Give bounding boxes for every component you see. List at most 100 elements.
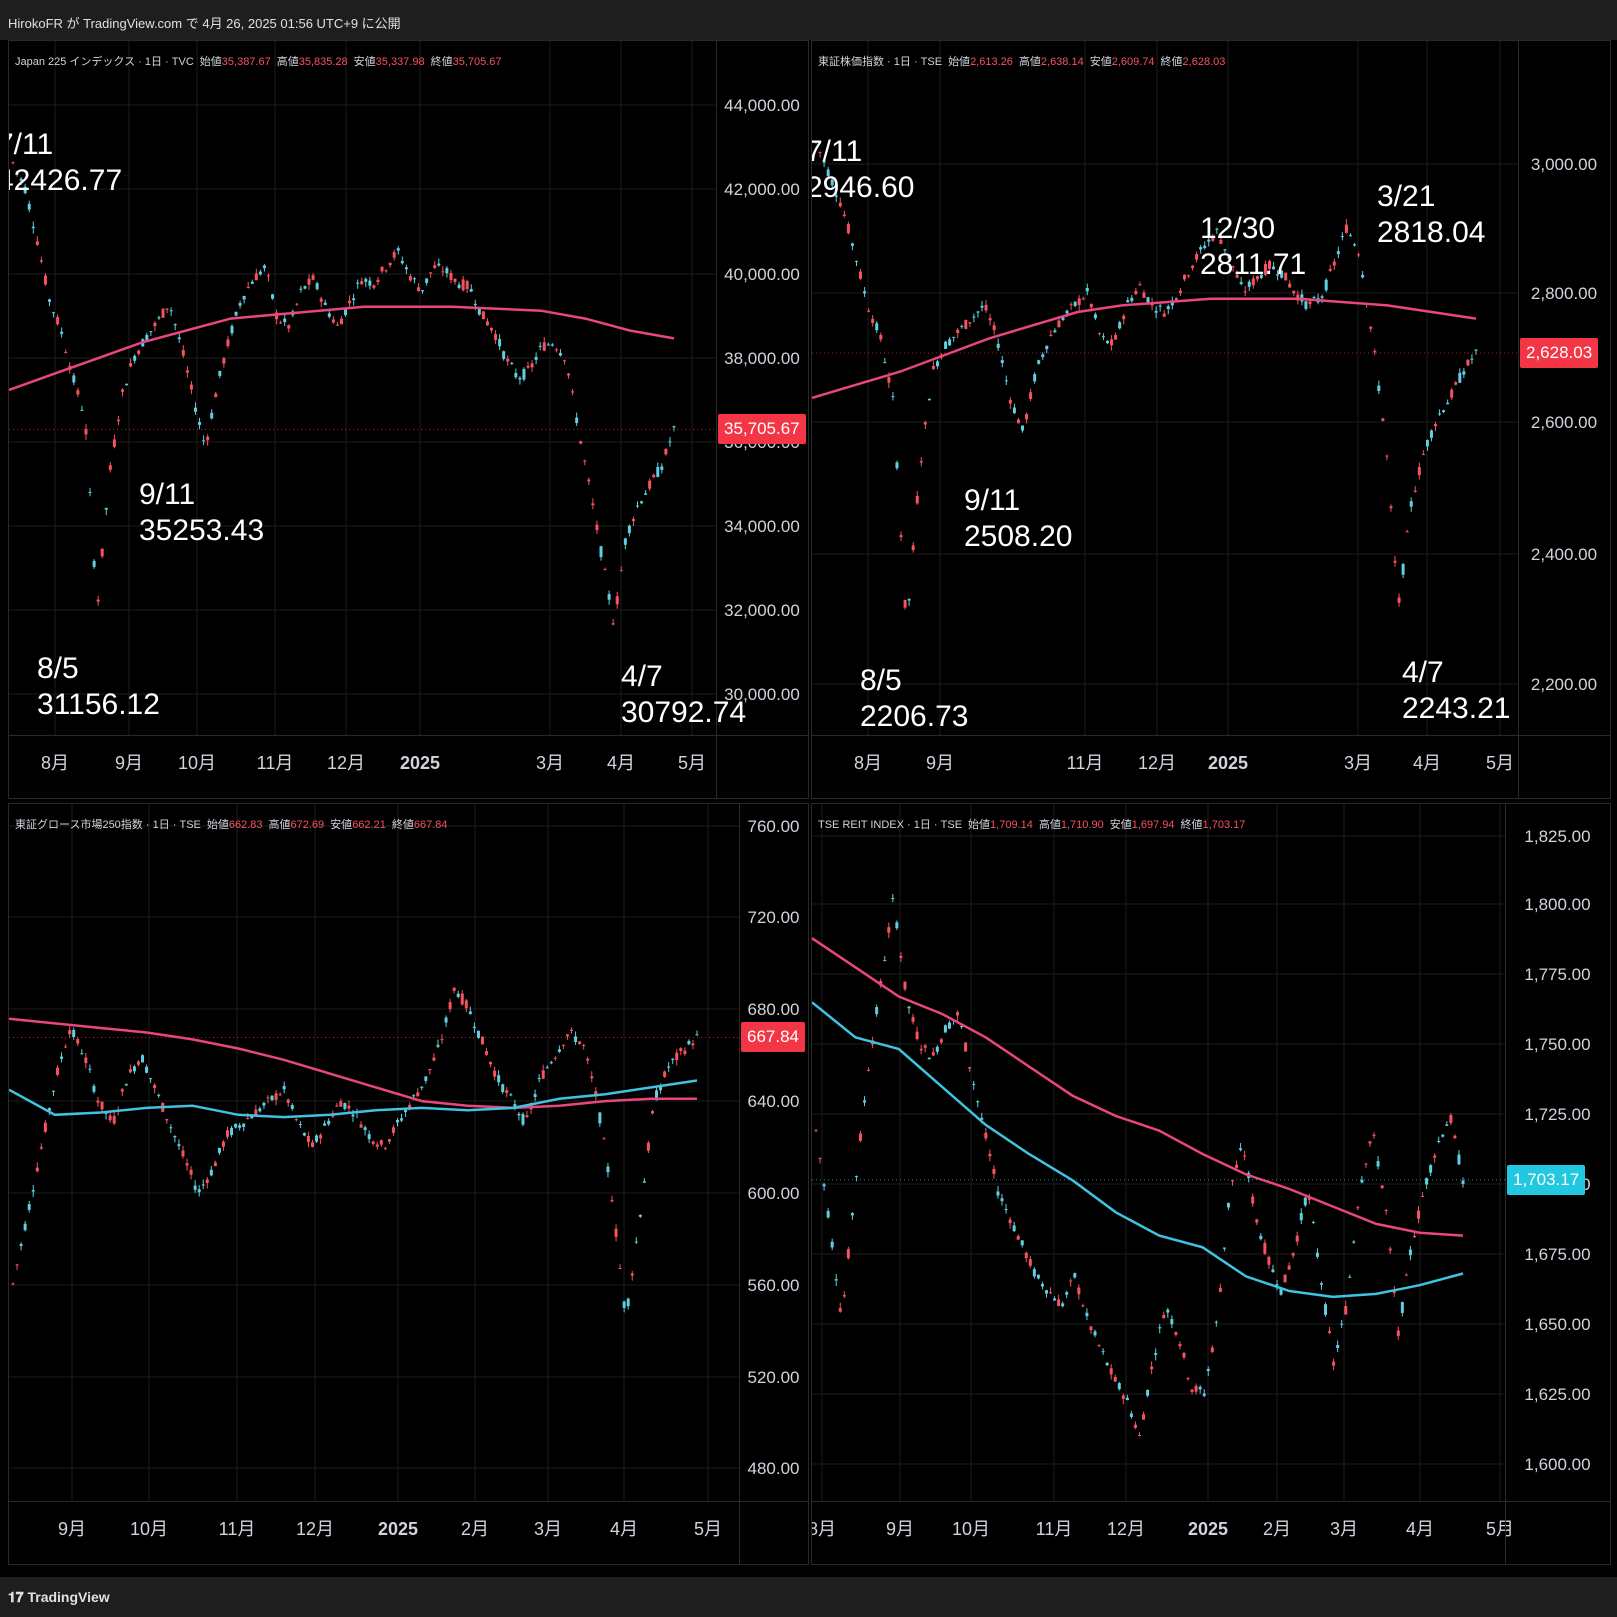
legend-key: 始値 <box>948 56 971 68</box>
candle-body <box>571 391 575 393</box>
candle-body <box>238 1125 242 1128</box>
annotation-label: 7/11 <box>9 128 53 161</box>
candle-body <box>980 305 984 308</box>
candle-body <box>1016 1236 1020 1240</box>
legend-value: 35,337.98 <box>375 56 425 68</box>
candle-body <box>137 350 141 354</box>
candle-body <box>1271 1269 1275 1273</box>
candle-body <box>465 281 469 289</box>
candle-body <box>120 1089 124 1092</box>
x-tick-label: 2025 <box>1208 753 1248 773</box>
x-tick-label: 2025 <box>378 1519 418 1539</box>
candle-body <box>679 1048 683 1052</box>
x-tick-label: 2025 <box>400 753 440 773</box>
candle-body <box>1272 266 1276 270</box>
candle-body <box>275 312 279 320</box>
candle-body <box>222 358 226 364</box>
candle-body <box>124 1084 128 1086</box>
candle-body <box>586 1058 590 1061</box>
candle-body <box>972 1083 976 1085</box>
candle-body <box>1021 425 1025 431</box>
candle-body <box>258 1108 262 1112</box>
candle-body <box>1077 298 1081 305</box>
candle-body <box>376 279 380 282</box>
y-tick-label: 1,800.00 <box>1524 895 1590 914</box>
candle-body <box>1429 1165 1433 1173</box>
chart-panel-4[interactable]: 1,825.00 1,800.00 1,775.00 1,750.00 1,725.00… <box>811 803 1611 1565</box>
legend-key: 始値 <box>206 819 229 831</box>
candle-body <box>100 548 104 557</box>
x-tick-label: 12月 <box>1107 1519 1145 1539</box>
x-tick-label: 4月 <box>1413 753 1441 773</box>
annotation-label: 30792.74 <box>621 696 746 729</box>
moving-average-line <box>812 1001 1464 1299</box>
candle-body <box>1097 333 1101 335</box>
tradingview-logo[interactable]: 𝟏𝟕 TradingView <box>8 1589 110 1606</box>
candle-body <box>1255 276 1259 280</box>
candle-body <box>863 1100 867 1103</box>
legend-value: 667.84 <box>413 819 448 831</box>
candle-body <box>339 318 343 325</box>
candle-body <box>19 1243 23 1246</box>
candle-body <box>1401 563 1405 575</box>
candle-body <box>968 322 972 324</box>
candle-body <box>39 1147 43 1149</box>
candle-body <box>1319 1283 1323 1285</box>
candle-body <box>1280 270 1284 278</box>
candle-body <box>230 326 234 334</box>
candle-body <box>1413 490 1417 492</box>
candle-body <box>1412 1235 1416 1238</box>
candle-body <box>1097 1344 1101 1346</box>
candle-body <box>659 1086 663 1091</box>
x-tick-label: 11月 <box>257 753 294 773</box>
candle-body <box>1154 310 1158 313</box>
candle-body <box>1328 269 1332 271</box>
candle-body <box>1218 1287 1222 1292</box>
legend-value: 2,628.03 <box>1182 56 1226 68</box>
candle-body <box>834 195 838 197</box>
candle-body <box>509 1094 513 1096</box>
candle-body <box>1154 1353 1158 1355</box>
candle-body <box>1381 418 1385 421</box>
candle-body <box>948 339 952 346</box>
legend-title: 東証株価指数 · 1日 · TSE <box>818 56 943 68</box>
y-tick-label: 520.00 <box>748 1368 800 1387</box>
candle-body <box>141 1055 145 1063</box>
candle-body <box>464 1000 468 1009</box>
publish-info: HirokoFR が TradingView.com で 4月 26, 2025… <box>8 16 401 31</box>
candle-body <box>1040 1283 1044 1287</box>
candle-body <box>1024 1252 1028 1259</box>
candle-body <box>173 324 177 326</box>
candle-body <box>1433 1155 1437 1158</box>
candle-body <box>344 309 348 316</box>
candle-body <box>1057 320 1061 328</box>
candle-body <box>395 1119 399 1123</box>
candle-body <box>461 279 465 291</box>
y-tick-label: 38,000.00 <box>724 349 800 368</box>
candle-body <box>444 1017 448 1023</box>
candle-body <box>634 1241 638 1243</box>
candle-body <box>891 898 895 900</box>
chart-panel-1[interactable]: 44,000.0042,000.0040,000.0038,000.0036,0… <box>8 40 809 799</box>
candle-body <box>976 1101 980 1103</box>
candle-body <box>1400 1302 1404 1313</box>
chart-panel-3[interactable]: 760.00 720.00 680.00 640.00 600.00 560.00 520.… <box>8 803 809 1565</box>
candle-body <box>1291 1253 1295 1256</box>
candle-body <box>315 1135 319 1142</box>
candle-body <box>1187 275 1191 277</box>
candle-body <box>1210 1347 1214 1352</box>
candle-body <box>1263 1242 1267 1254</box>
chart-panel-2[interactable]: 3,000.00 2,800.00 2,600.00 2,400.00 2,200.00… <box>811 40 1611 799</box>
candle-body <box>590 1076 594 1079</box>
candle-body <box>1287 1265 1291 1270</box>
candle-body <box>173 1135 177 1138</box>
candle-body <box>1162 313 1166 317</box>
candle-body <box>323 302 327 305</box>
candle-body <box>469 288 473 292</box>
candle-body <box>652 474 656 478</box>
annotation-label: 9/11 <box>964 484 1020 517</box>
candle-body <box>363 1127 367 1131</box>
candle-body <box>238 303 242 306</box>
candle-body <box>919 461 923 463</box>
candle-body <box>1223 249 1227 251</box>
